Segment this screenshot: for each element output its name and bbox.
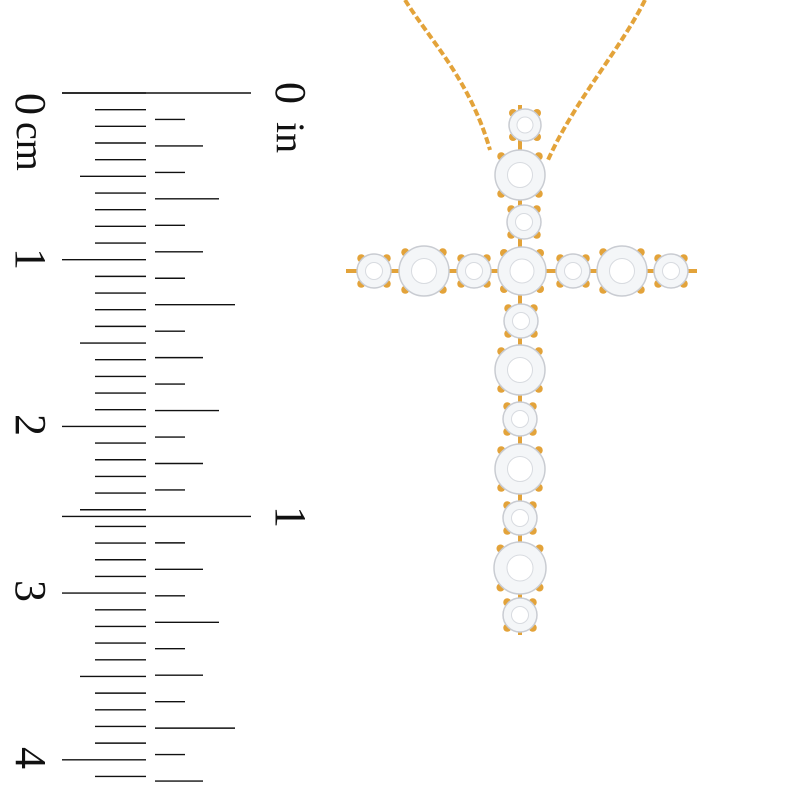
cm-unit-label: cm xyxy=(8,122,53,171)
cm-scale-labels: 0 cm 1 2 3 4 xyxy=(6,93,55,769)
diamond-facet xyxy=(511,410,529,428)
diamond-facet xyxy=(609,258,635,284)
cm-label-4: 4 xyxy=(6,747,55,769)
diamond-facet xyxy=(411,258,437,284)
cm-label-2: 2 xyxy=(6,414,55,436)
diamond-facet xyxy=(515,213,533,231)
chain-left xyxy=(403,0,492,151)
diamond-facet xyxy=(509,258,535,284)
inch-unit-label: in xyxy=(268,122,313,153)
diamond-facet xyxy=(507,456,533,482)
cross-pendant xyxy=(346,105,697,635)
diamond-facet xyxy=(365,262,383,280)
diamond-facet xyxy=(507,162,533,188)
diamond-facet xyxy=(506,554,534,582)
diamond-facet xyxy=(564,262,582,280)
ruler xyxy=(62,92,251,782)
diamond-facet xyxy=(511,606,529,624)
inch-label-1: 1 xyxy=(266,506,315,528)
diamond-facet xyxy=(512,312,530,330)
diamond-facet xyxy=(511,509,529,527)
diamond-facet xyxy=(662,262,680,280)
necklace-chain xyxy=(403,0,647,161)
cm-label-0: 0 xyxy=(6,93,55,115)
inch-scale-labels: 0 in 1 xyxy=(266,82,315,528)
diamond-facet xyxy=(516,116,534,134)
cm-label-3: 3 xyxy=(6,580,55,602)
cm-label-1: 1 xyxy=(6,248,55,270)
chain-right xyxy=(546,0,647,161)
diamond-facet xyxy=(507,357,533,383)
diamond-facet xyxy=(465,262,483,280)
inch-label-0: 0 xyxy=(266,82,315,104)
